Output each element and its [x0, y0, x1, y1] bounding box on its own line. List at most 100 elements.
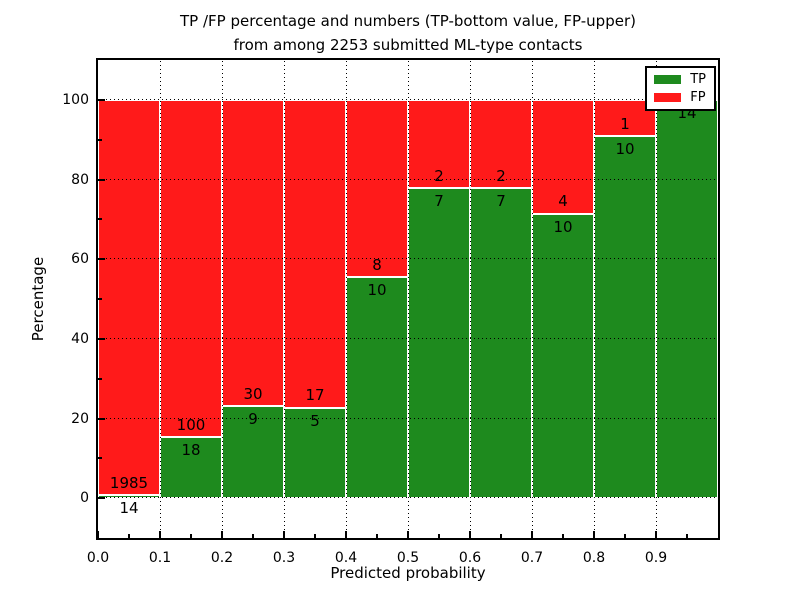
legend-label-fp: FP	[690, 90, 706, 105]
chart-title-line2: from among 2253 submitted ML-type contac…	[233, 36, 583, 54]
y-minor-tick	[98, 457, 102, 460]
tp-count-label: 10	[553, 217, 573, 236]
x-gridline	[346, 60, 347, 538]
x-major-tick	[531, 531, 533, 538]
x-major-tick	[221, 531, 223, 538]
x-major-tick	[593, 531, 595, 538]
x-gridline	[594, 60, 595, 538]
fp-count-label: 8	[372, 255, 382, 274]
y-major-tick	[98, 98, 105, 101]
fp-count-label: 17	[305, 386, 325, 405]
x-tick-label: 0.9	[644, 550, 668, 566]
x-tick-label: 0.5	[396, 550, 420, 566]
x-tick-label: 0.8	[582, 550, 606, 566]
bar-tp-segment	[656, 99, 718, 499]
fp-count-label: 4	[558, 192, 568, 211]
x-minor-tick	[500, 534, 502, 538]
x-gridline	[284, 60, 285, 538]
x-major-tick	[407, 531, 409, 538]
x-minor-tick	[252, 534, 254, 538]
x-minor-tick	[562, 534, 564, 538]
x-tick-label: 0.7	[520, 550, 544, 566]
y-major-tick	[98, 497, 105, 500]
tp-count-label: 10	[615, 140, 635, 159]
y-minor-tick	[98, 298, 102, 300]
x-major-tick	[159, 531, 161, 538]
y-major-tick	[98, 417, 105, 420]
x-major-tick	[97, 531, 99, 538]
x-gridline	[408, 60, 409, 538]
bar-tp-segment	[532, 213, 594, 499]
y-tick-label: 80	[71, 171, 89, 188]
y-minor-tick	[98, 218, 102, 221]
x-minor-tick	[314, 534, 316, 538]
bar-tp-segment	[346, 276, 408, 499]
fp-count-label: 100	[176, 416, 206, 435]
chart-title-line1: TP /FP percentage and numbers (TP-bottom…	[180, 12, 636, 30]
bar-tp-segment	[594, 136, 656, 499]
tp-count-label: 18	[181, 441, 201, 460]
y-tick-label: 20	[71, 410, 89, 427]
x-tick-label: 0.0	[86, 550, 110, 566]
x-tick-label: 0.6	[458, 550, 482, 566]
x-minor-tick	[376, 534, 378, 538]
legend: TP FP	[645, 66, 716, 111]
x-minor-tick	[128, 534, 130, 538]
y-major-tick	[98, 258, 105, 261]
x-major-tick	[655, 531, 657, 538]
fp-count-label: 2	[496, 167, 506, 186]
bar-fp-segment	[160, 99, 222, 438]
x-minor-tick	[686, 534, 688, 538]
fp-count-label: 1985	[109, 474, 149, 493]
x-tick-label: 0.2	[210, 550, 234, 566]
bar-fp-segment	[98, 99, 160, 496]
x-tick-label: 0.4	[334, 550, 358, 566]
y-major-tick	[98, 337, 105, 340]
tp-count-label: 5	[310, 411, 320, 430]
x-gridline	[470, 60, 471, 538]
x-major-tick	[345, 531, 347, 538]
tp-count-label: 9	[248, 410, 258, 429]
fp-count-label: 30	[243, 385, 263, 403]
y-minor-tick	[98, 377, 102, 380]
x-major-tick	[283, 531, 285, 538]
chart-title: TP /FP percentage and numbers (TP-bottom…	[180, 9, 636, 57]
y-major-tick	[98, 178, 105, 181]
x-minor-tick	[624, 534, 626, 538]
x-gridline	[656, 60, 657, 538]
bar-fp-segment	[346, 99, 408, 277]
tp-count-label: 7	[434, 192, 444, 211]
tp-count-label: 14	[119, 499, 139, 518]
bar-fp-segment	[532, 99, 594, 214]
bar-fp-segment	[284, 99, 346, 408]
legend-swatch-tp	[654, 75, 682, 84]
legend-item: FP	[654, 90, 706, 105]
y-tick-label: 0	[80, 490, 89, 507]
x-gridline	[532, 60, 533, 538]
x-tick-label: 0.3	[272, 550, 296, 566]
x-tick-label: 0.1	[148, 550, 172, 566]
fp-count-label: 2	[434, 167, 444, 186]
y-minor-tick	[98, 138, 102, 141]
legend-label-tp: TP	[690, 72, 706, 87]
y-tick-label: 100	[62, 91, 89, 108]
bar-tp-segment	[284, 407, 346, 499]
x-axis-label: Predicted probability	[330, 564, 486, 582]
y-tick-label: 60	[71, 251, 89, 268]
bar-fp-segment	[408, 99, 470, 189]
legend-swatch-fp	[654, 93, 682, 102]
bar-fp-segment	[222, 99, 284, 407]
x-minor-tick	[190, 534, 192, 538]
y-axis-label: Percentage	[29, 256, 47, 342]
x-gridline	[160, 60, 161, 538]
x-gridline	[222, 60, 223, 538]
tp-count-label: 7	[496, 192, 506, 211]
legend-item: TP	[654, 72, 706, 87]
tp-count-label: 10	[367, 280, 387, 299]
bar-tp-segment	[470, 188, 532, 499]
x-minor-tick	[438, 534, 440, 538]
x-major-tick	[469, 531, 471, 538]
bar-tp-segment	[408, 188, 470, 499]
